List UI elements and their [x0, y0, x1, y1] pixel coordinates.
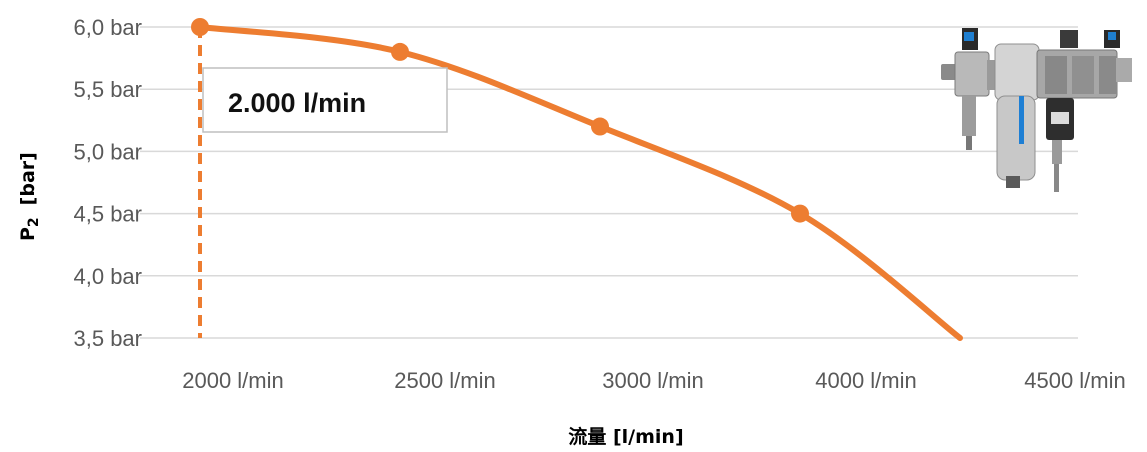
x-tick-label: 3000 l/min — [602, 368, 704, 393]
data-point — [591, 117, 609, 136]
data-point — [191, 18, 209, 36]
x-tick-label: 4500 l/min — [1024, 368, 1126, 393]
x-tick-label: 2000 l/min — [182, 368, 284, 393]
y-axis-title: P2 [bar] — [17, 152, 42, 241]
y-axis-title-subscript: 2 — [26, 217, 42, 227]
y-tick-label: 4,0 bar — [74, 264, 143, 289]
y-tick-label: 6,0 bar — [74, 15, 143, 40]
y-axis-title-unit: [bar] — [17, 152, 39, 205]
y-axis-title-main: P — [17, 227, 39, 241]
x-tick-label: 2500 l/min — [394, 368, 496, 393]
callout-label: 2.000 l/min — [228, 88, 366, 118]
svg-text:P2[bar]: P2 [bar] — [17, 152, 42, 241]
data-point-markers — [191, 18, 809, 223]
y-tick-label: 5,5 bar — [74, 77, 143, 102]
y-tick-label: 4,5 bar — [74, 202, 143, 227]
y-tick-label: 5,0 bar — [74, 139, 143, 164]
x-tick-label: 4000 l/min — [815, 368, 917, 393]
data-point — [791, 204, 809, 223]
data-point — [391, 42, 409, 61]
y-tick-label: 3,5 bar — [74, 326, 143, 351]
y-axis-tick-labels: 6,0 bar 5,5 bar 5,0 bar 4,5 bar 4,0 bar 3,5 b… — [74, 15, 143, 351]
filter-regulator-unit-icon — [941, 28, 1132, 192]
callout-box: 2.000 l/min — [202, 67, 448, 133]
x-axis-tick-labels: 2000 l/min 2500 l/min 3000 l/min 4000 l/min… — [182, 368, 1126, 393]
x-axis-title: 流量 [l/min] — [568, 425, 683, 448]
